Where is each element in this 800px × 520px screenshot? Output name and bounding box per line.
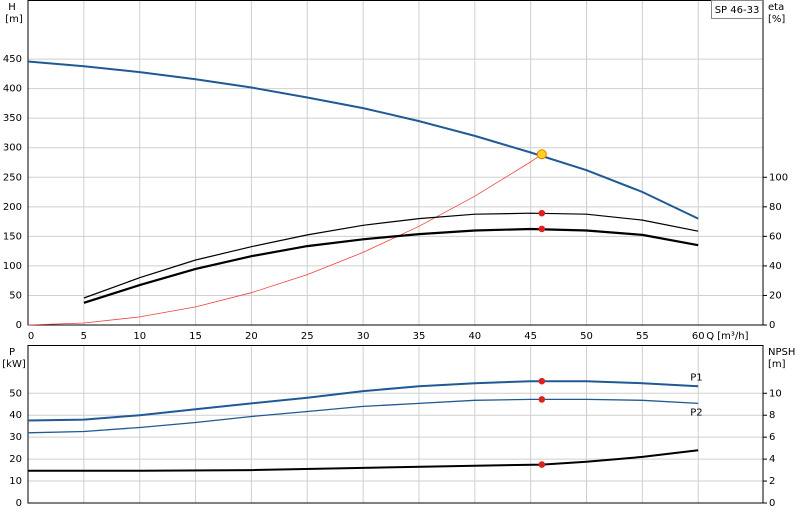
operating-point — [538, 461, 546, 468]
series-label: P1 — [690, 372, 702, 383]
model-label: SP 46-33 — [715, 5, 760, 16]
x-tick-label: 55 — [636, 331, 649, 342]
x-tick-label: 50 — [580, 331, 593, 342]
y-tick-label: 10 — [9, 476, 22, 487]
x-tick-label: 25 — [301, 331, 314, 342]
y-tick-label: 300 — [3, 143, 22, 154]
y-tick-label: 50 — [9, 290, 22, 301]
curve — [27, 380, 699, 422]
y2-tick-label: 0 — [769, 498, 775, 509]
label-box — [711, 0, 763, 19]
y2-axis-label: NPSH — [768, 347, 795, 358]
y-tick-label: 350 — [3, 113, 22, 124]
plot-frame — [27, 345, 764, 504]
plot-frame — [27, 0, 764, 326]
y-axis-unit: [kW] — [2, 359, 26, 370]
y2-axis-unit: [m] — [768, 359, 786, 370]
y2-axis-unit: [%] — [768, 14, 785, 25]
x-tick-label: 45 — [524, 331, 537, 342]
x-tick-label: 35 — [413, 331, 426, 342]
y-tick-label: 40 — [9, 410, 22, 421]
y2-tick-label: 20 — [769, 290, 782, 301]
y2-tick-label: 4 — [769, 454, 775, 465]
curve — [27, 398, 699, 434]
operating-point — [538, 225, 546, 233]
y-tick-label: 450 — [3, 54, 22, 65]
curve — [83, 227, 699, 304]
y2-tick-label: 60 — [769, 231, 782, 242]
y-axis-unit: [m] — [5, 14, 23, 25]
y2-tick-label: 2 — [769, 476, 775, 487]
x-tick-label: 15 — [189, 331, 202, 342]
y-tick-label: 0 — [16, 320, 22, 331]
y-tick-label: 30 — [9, 432, 22, 443]
y2-tick-label: 8 — [769, 410, 775, 421]
y2-tick-label: 6 — [769, 432, 775, 443]
series-label: P2 — [690, 407, 702, 418]
x-tick-label: 40 — [468, 331, 481, 342]
operating-point — [538, 209, 546, 217]
y2-tick-label: 0 — [769, 320, 775, 331]
y2-tick-label: 10 — [769, 388, 782, 399]
operating-point — [538, 396, 546, 403]
x-tick-label: 30 — [357, 331, 370, 342]
curve — [27, 153, 543, 326]
x-tick-label: 60 — [692, 331, 705, 342]
y2-tick-label: 100 — [769, 172, 788, 183]
y2-axis-label: eta — [768, 2, 784, 13]
curve — [83, 212, 699, 299]
y-axis-label: P — [9, 347, 15, 358]
y2-tick-label: 40 — [769, 261, 782, 272]
y-tick-label: 400 — [3, 84, 22, 95]
curve — [28, 449, 699, 472]
y-tick-label: 200 — [3, 202, 22, 213]
y-tick-label: 100 — [3, 261, 22, 272]
x-tick-label: 20 — [245, 331, 258, 342]
y-tick-label: 150 — [3, 231, 22, 242]
x-axis-label: Q [m³/h] — [706, 331, 748, 342]
y-tick-label: 20 — [9, 454, 22, 465]
y2-tick-label: 80 — [769, 202, 782, 213]
x-tick-label: 10 — [133, 331, 146, 342]
y-tick-label: 250 — [3, 172, 22, 183]
operating-point — [536, 149, 547, 160]
y-axis-label: H — [8, 2, 16, 13]
x-tick-label: 5 — [81, 331, 87, 342]
y-tick-label: 50 — [9, 388, 22, 399]
x-tick-label: 0 — [28, 331, 34, 342]
curve — [27, 60, 699, 220]
operating-point — [538, 377, 546, 385]
y-tick-label: 0 — [16, 498, 22, 509]
